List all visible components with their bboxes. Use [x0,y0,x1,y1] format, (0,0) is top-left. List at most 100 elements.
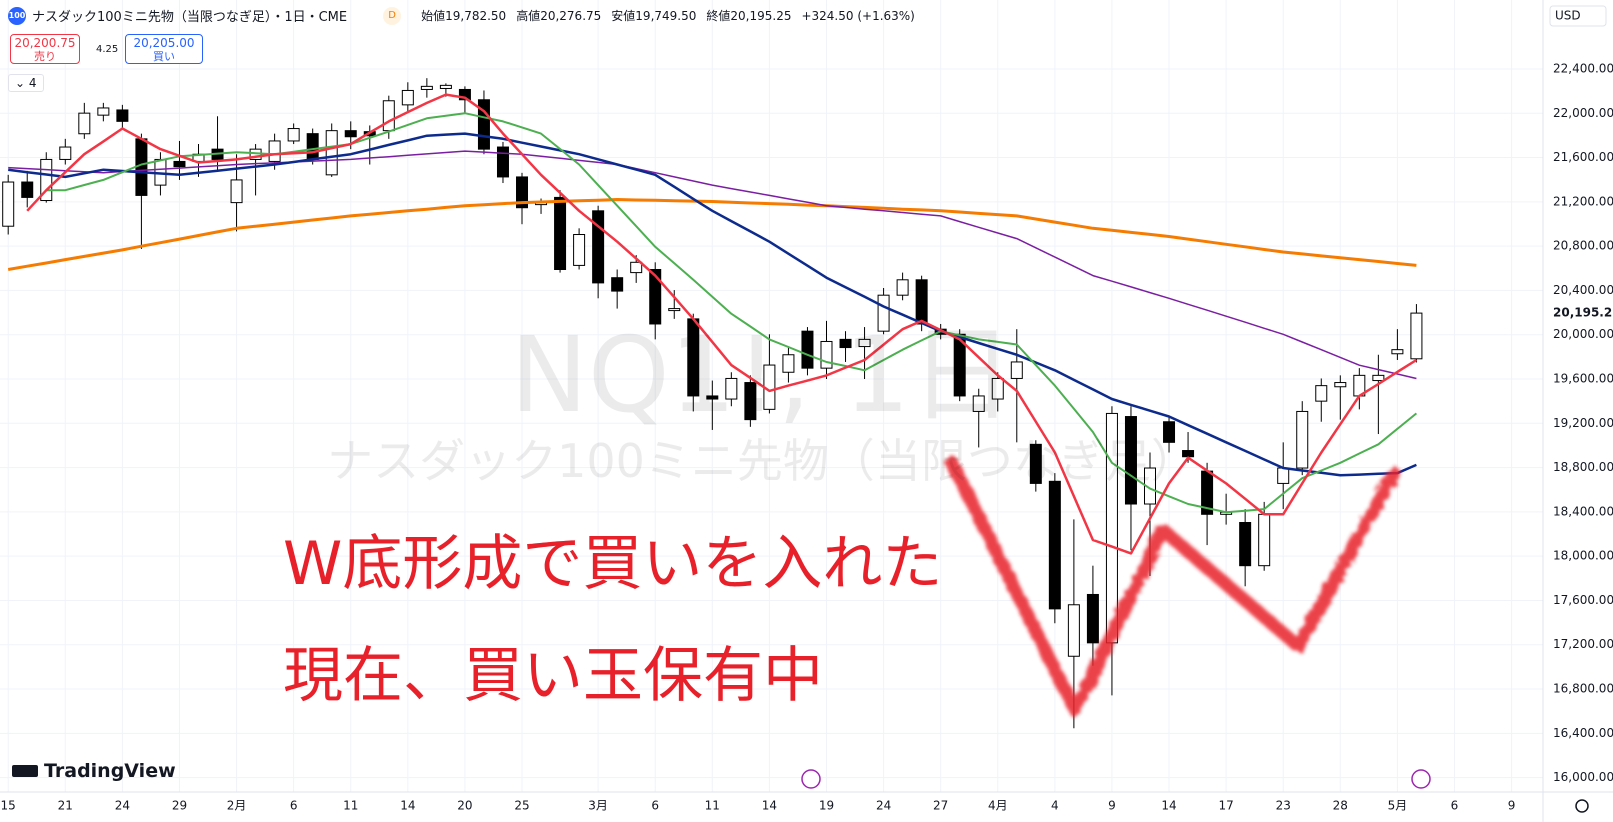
x-tick-label: 3月 [588,799,608,813]
candle-body [1372,374,1385,382]
candle-body [1163,421,1176,443]
candle-body [1048,480,1061,610]
data-badge: D [383,6,402,25]
candle-body [649,268,662,325]
candle-body [173,160,186,168]
y-tick-label: 18,400.00 [1553,504,1613,518]
y-tick-label: 21,200.00 [1553,194,1613,208]
candle-body [953,333,966,397]
x-tick-label: 9 [1508,799,1516,813]
indicators-count: 4 [28,76,37,90]
sell-button[interactable]: 20,200.75 売り [10,34,80,64]
x-tick-label: 15 [1,799,16,813]
candle-body [1315,385,1328,402]
candle-body [1334,382,1347,388]
candle-body [706,395,719,400]
x-tick-label: 25 [514,799,529,813]
moving-average-line [8,150,1417,380]
candle-body [40,158,53,202]
x-tick-label: 11 [705,799,720,813]
ohlc-label: 始値 [421,9,446,23]
candle-body [401,89,414,106]
candle-body [382,100,395,132]
buy-button[interactable]: 20,205.00 買い [125,34,203,64]
moving-average-line [8,132,1417,477]
candle-body [554,196,567,270]
candle-body [458,88,471,101]
candle-body [496,146,509,178]
candle-body [1067,604,1080,657]
event-icon[interactable] [801,769,821,789]
y-tick-label: 20,800.00 [1553,239,1613,253]
event-icon[interactable] [1411,769,1431,789]
currency: USD [1555,9,1581,23]
grid [0,0,1543,792]
buy-label: 買い [153,50,175,63]
candle-body [630,261,643,274]
x-tick-label: 9 [1108,799,1116,813]
ohlc-value: 19,749.50 [635,8,697,23]
candle-body [972,395,985,412]
x-tick-label: 6 [290,799,298,813]
y-tick-label: 17,600.00 [1553,593,1613,607]
candle-body [516,176,529,209]
candle-body [1124,416,1137,505]
y-tick-label: 21,600.00 [1553,150,1613,164]
x-tick-label: 6 [1451,799,1459,813]
sell-label: 売り [34,50,56,63]
y-tick-label: 16,400.00 [1553,726,1613,740]
candle-body [1258,513,1271,567]
symbol-title[interactable]: ナスダック100ミニ先物（当限つなぎ足）・1日・CME [32,10,348,25]
y-tick-label: 16,000.00 [1553,770,1613,784]
x-tick-label: 24 [876,799,891,813]
price-axis [1543,0,1613,822]
candle-body [1029,443,1042,484]
moving-averages [7,93,1418,555]
ohlc-value: 20,195.25 [730,8,792,23]
moving-average-line [7,198,1417,271]
candle-body [325,130,338,176]
brand-logo[interactable]: TradingView [12,760,176,782]
y-tick-label: 17,200.00 [1553,637,1613,651]
candle-body [592,210,605,284]
x-tick-label: 24 [115,799,130,813]
candle-body [839,338,852,349]
x-tick-label: 14 [400,799,415,813]
x-tick-label: 2月 [227,799,247,813]
candle-body [1010,361,1023,379]
settings-icon[interactable] [1575,799,1589,813]
y-tick-label: 19,200.00 [1553,416,1613,430]
x-tick-label: 4月 [988,799,1008,813]
x-tick-label: 4 [1051,799,1059,813]
candle-body [2,181,15,227]
time-axis [0,792,1613,822]
candle-body [230,179,243,204]
candle-body [1086,593,1099,644]
indicators-toggle[interactable]: ⌄ 4 [8,74,44,92]
currency-box[interactable] [1549,5,1607,27]
candle-body [1239,522,1252,567]
candle-body [820,340,833,369]
candle-body [858,338,871,348]
candle-body [1391,349,1404,355]
buy-price: 20,205.00 [133,36,195,50]
y-tick-label: 16,800.00 [1553,682,1613,696]
x-tick-label: 5月 [1388,799,1408,813]
y-tick-label: 22,000.00 [1553,106,1613,120]
axes: 16,000.00 16,400.00 16,800.00 17,200.00 17,6… [1,61,1613,812]
y-tick-label: 19,600.00 [1553,372,1613,386]
candle-body [1296,410,1309,469]
candle-body [268,140,281,162]
candle-body [877,294,890,332]
candle-body [896,279,909,296]
brand: TradingView [44,760,176,782]
x-tick-label: 20 [457,799,472,813]
last-price-box [1545,304,1611,323]
candle-body [97,107,110,116]
y-tick-label: 18,000.00 [1553,549,1613,563]
spread: 4.25 [96,44,119,55]
candle-body [782,354,795,373]
x-tick-label: 27 [933,799,948,813]
